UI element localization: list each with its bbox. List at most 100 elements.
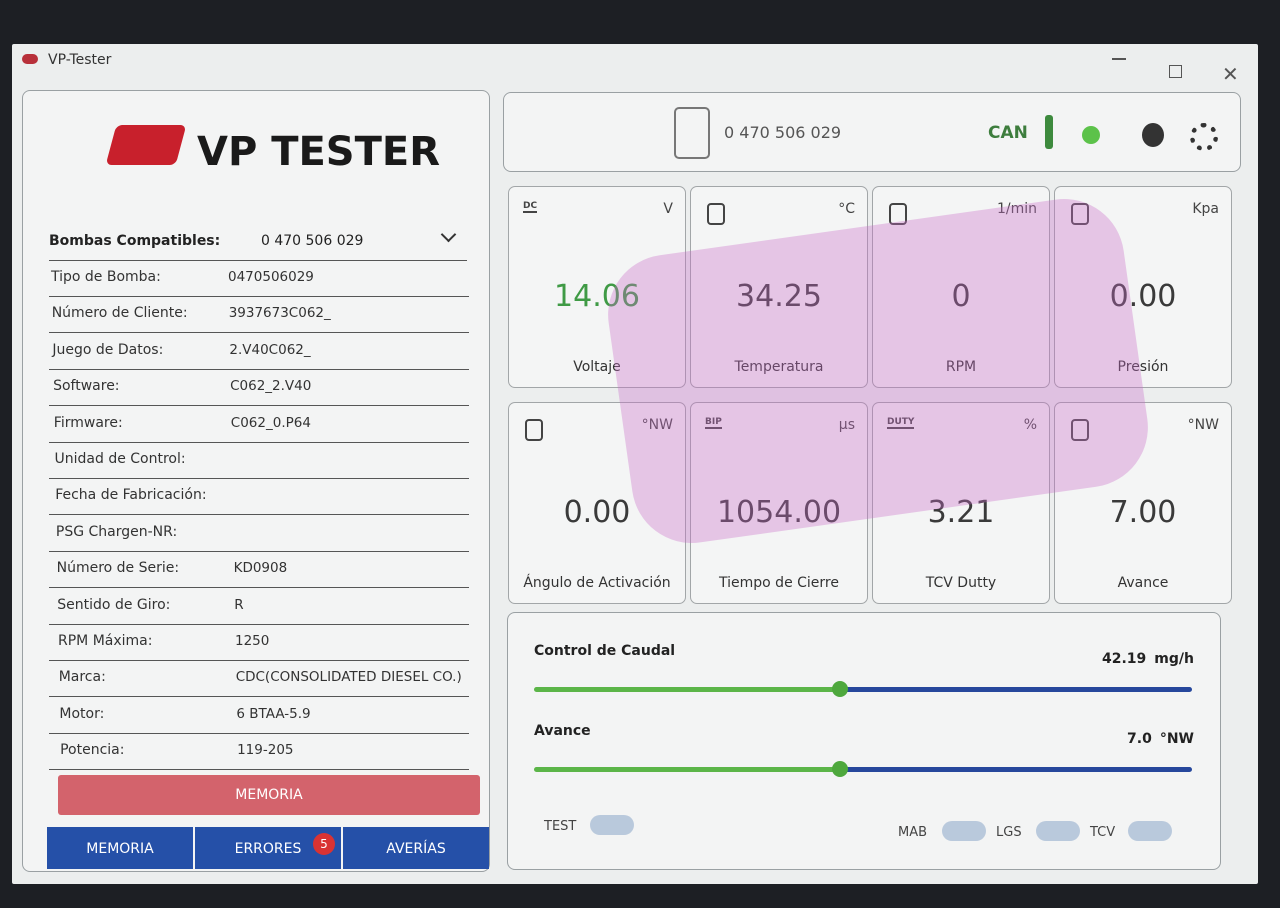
row-divider	[49, 587, 469, 589]
compatible-label: Bombas Compatibles:	[49, 233, 221, 249]
slider-knob[interactable]	[832, 761, 848, 777]
slider-track	[840, 687, 1192, 692]
connection-label: CAN	[988, 123, 1028, 143]
toggle-switch[interactable]	[1128, 821, 1172, 841]
slider-knob[interactable]	[832, 681, 848, 697]
gauge-card: DUTY% 3.21 TCV Dutty	[872, 402, 1050, 604]
row-divider	[49, 660, 469, 661]
slider-track-filled	[534, 687, 840, 692]
row-value: 3937673C062_	[228, 305, 331, 322]
row-divider	[49, 260, 467, 261]
toggle-switch[interactable]	[942, 821, 986, 841]
row-label: PSG Chargen-NR:	[55, 523, 178, 540]
gauge-label: Avance	[1117, 575, 1169, 591]
gauge-value: 34.25	[736, 279, 822, 314]
toggle-switch[interactable]	[590, 815, 634, 835]
gauge-icon	[1071, 203, 1089, 225]
gauge-icon	[1071, 419, 1089, 441]
close-button[interactable]: ✕	[1222, 62, 1239, 86]
gauge-card: Kpa 0.00 Presión	[1054, 186, 1232, 388]
memory-button[interactable]: MEMORIA	[58, 775, 480, 815]
row-label: Software:	[53, 378, 120, 395]
pump-icon	[674, 107, 710, 159]
toggle-switch[interactable]	[1036, 821, 1080, 841]
row-divider	[49, 368, 469, 370]
toggle-label: TCV	[1090, 825, 1116, 840]
pump-number: 0 470 506 029	[724, 123, 842, 142]
row-divider	[49, 405, 469, 407]
row-label: Número de Cliente:	[51, 305, 188, 322]
gauge-card: °NW 0.00 Ángulo de Activación	[508, 402, 686, 604]
toggle-label: TEST	[544, 819, 577, 834]
gauge-unit: °NW	[1187, 417, 1219, 433]
minimize-button[interactable]	[1112, 58, 1126, 60]
support-button[interactable]	[1142, 123, 1164, 147]
header-bar: 0 470 506 029 CAN	[503, 92, 1241, 172]
row-divider	[49, 550, 469, 552]
window-title: VP-Tester	[48, 52, 112, 68]
row-divider	[49, 514, 469, 516]
dropdown-toggle[interactable]	[440, 226, 457, 243]
slider-value: 42.19	[1102, 651, 1147, 667]
gauge-grid: DC V 14.06 Voltaje °C 34.25 Temperatura 1/min 0 R…	[508, 186, 1238, 606]
gauge-value: 0.00	[563, 495, 631, 530]
gauge-icon: BIP	[705, 417, 722, 429]
row-value: 1250	[235, 633, 270, 649]
gauge-value: 7.00	[1109, 495, 1177, 530]
gauge-value: 3.21	[927, 495, 995, 530]
row-label: Unidad de Control:	[54, 451, 186, 467]
slider-unit: mg/h	[1154, 651, 1194, 667]
gauge-label: TCV Dutty	[925, 575, 997, 591]
compatible-value: 0 470 506 029	[261, 233, 364, 249]
row-value: 119-205	[237, 742, 294, 759]
row-divider	[49, 623, 469, 625]
row-label: Marca:	[58, 669, 106, 686]
plug-icon	[1045, 115, 1053, 149]
slider-label: Control de Caudal	[534, 643, 676, 659]
tab[interactable]: MEMORIA	[47, 827, 193, 869]
gauge-unit: µs	[838, 417, 855, 433]
gauge-card: DC V 14.06 Voltaje	[508, 186, 686, 388]
gauge-unit: V	[663, 201, 673, 217]
row-label: Motor:	[59, 705, 105, 722]
brand-logo	[105, 125, 187, 165]
row-divider	[49, 332, 469, 334]
settings-button[interactable]	[1190, 123, 1218, 151]
slider-value: 7.0	[1127, 731, 1152, 747]
gauge-value: 0	[951, 279, 971, 314]
pump-panel: VP TESTER Bombas Compatibles: 0 470 506 0…	[22, 90, 490, 872]
app-window: VP-Tester ✕ VP TESTER Bombas Compatibles…	[12, 44, 1258, 884]
row-divider	[49, 296, 469, 297]
row-value: CDC(CONSOLIDATED DIESEL CO.)	[235, 669, 462, 686]
tab[interactable]: AVERÍAS	[343, 827, 489, 869]
row-label: Número de Serie:	[56, 560, 180, 577]
row-value: 2.V40C062_	[229, 341, 311, 358]
slider-label: Avance	[534, 723, 591, 739]
status-led	[1082, 126, 1100, 144]
row-divider	[49, 478, 469, 479]
gauge-label: RPM	[945, 359, 977, 375]
gauge-card: BIP µs 1054.00 Tiempo de Cierre	[690, 402, 868, 604]
app-icon	[22, 54, 38, 64]
gauge-unit: °NW	[641, 417, 673, 433]
row-value: 6 BTAA-5.9	[236, 705, 311, 722]
tab-label: AVERÍAS	[386, 841, 446, 857]
slider-readout: 7.0 °NW	[1127, 731, 1194, 747]
slider-track-filled	[534, 767, 840, 772]
row-divider	[49, 441, 469, 443]
row-value: R	[234, 596, 244, 613]
tab[interactable]: ERRORES 5	[195, 827, 341, 869]
gauge-unit: °C	[838, 201, 855, 217]
gauge-unit: 1/min	[996, 201, 1037, 217]
row-divider	[49, 769, 469, 771]
row-label: Potencia:	[60, 742, 125, 759]
gauge-label: Presión	[1117, 359, 1169, 375]
gauge-icon	[889, 203, 907, 225]
tab-badge: 5	[313, 833, 335, 855]
gauge-label: Tiempo de Cierre	[719, 575, 839, 591]
row-value: C062_2.V40	[230, 378, 312, 395]
maximize-button[interactable]	[1169, 65, 1182, 78]
gauge-value: 14.06	[554, 279, 640, 314]
row-label: Fecha de Fabricación:	[55, 487, 207, 504]
row-label: RPM Máxima:	[58, 633, 153, 649]
